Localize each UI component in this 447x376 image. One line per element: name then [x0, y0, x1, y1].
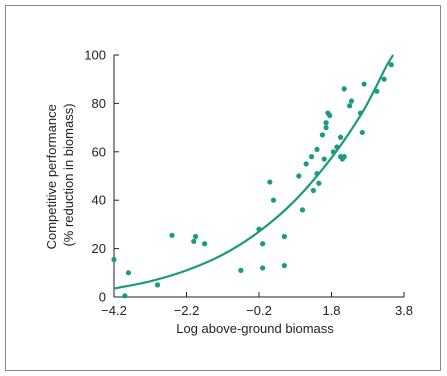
data-point	[296, 173, 302, 179]
data-point	[169, 232, 175, 238]
data-point	[299, 207, 306, 213]
axes	[113, 55, 404, 298]
data-points	[111, 62, 394, 299]
data-point	[319, 132, 326, 138]
data-point	[154, 282, 161, 288]
x-ticks: −4.2 −2.2 −0.2 1.8 3.8	[101, 292, 413, 318]
data-point	[256, 226, 262, 232]
y-tick-label: 0	[99, 290, 106, 305]
x-tick-label: −2.2	[174, 303, 200, 318]
data-point	[348, 98, 355, 104]
data-point	[310, 187, 316, 194]
data-point	[314, 146, 320, 152]
y-axis-title-line1: Competitive performance	[44, 104, 59, 249]
data-point	[191, 238, 197, 244]
x-axis-title: Log above-ground biomass	[176, 321, 334, 336]
data-point	[238, 267, 244, 273]
data-point	[374, 88, 380, 94]
data-point	[388, 62, 394, 68]
data-point	[192, 233, 199, 240]
data-point	[381, 76, 387, 82]
data-point	[316, 180, 322, 186]
data-point	[359, 129, 365, 136]
x-tick-label: −4.2	[101, 303, 127, 318]
data-point	[334, 144, 340, 150]
y-tick-label: 100	[84, 48, 106, 63]
data-point	[357, 110, 364, 116]
data-point	[361, 81, 367, 87]
x-tick-label: 3.8	[395, 303, 413, 318]
y-axis-title: Competitive performance (% reduction in …	[44, 101, 76, 250]
y-ticks: 0 20 40 60 80 100	[84, 48, 119, 305]
data-point	[111, 256, 117, 263]
data-point	[321, 156, 327, 162]
data-point	[323, 125, 329, 131]
data-point	[281, 233, 287, 240]
x-tick-label: 1.8	[322, 303, 340, 318]
data-point	[125, 270, 132, 276]
fit-curve	[113, 54, 395, 290]
figure-frame	[5, 5, 441, 371]
y-tick-label: 80	[92, 96, 106, 111]
data-point	[122, 293, 128, 299]
data-point	[330, 149, 336, 155]
data-point	[314, 170, 320, 177]
data-point	[260, 241, 266, 247]
fit-curve-group	[113, 54, 395, 290]
data-point	[323, 120, 329, 126]
data-point	[281, 262, 287, 269]
data-point	[337, 134, 344, 140]
data-point	[308, 154, 315, 160]
data-point	[267, 179, 273, 185]
data-point	[341, 154, 347, 160]
data-point	[347, 103, 353, 109]
data-point	[260, 265, 266, 271]
data-point	[202, 241, 208, 247]
y-tick-label: 40	[92, 193, 106, 208]
x-tick-label: −0.2	[246, 303, 272, 318]
y-tick-label: 60	[92, 144, 106, 159]
data-point	[327, 112, 333, 119]
y-axis-title-line2: (% reduction in biomass)	[61, 103, 76, 246]
data-point	[303, 161, 309, 167]
y-tick-label: 20	[92, 241, 106, 256]
data-point	[270, 197, 277, 203]
data-point	[341, 86, 347, 92]
